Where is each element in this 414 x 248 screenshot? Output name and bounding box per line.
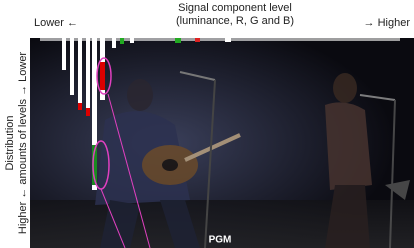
lower-label: Lower ← [34,17,78,29]
header-subtitle: (luminance, R, G and B) [176,15,294,27]
side-title: Distribution [4,115,16,170]
pgm-label: PGM [209,235,232,246]
page: PGM Signal component level (luminance, R… [0,0,414,248]
figure: PGM Signal component level (luminance, R… [0,0,414,248]
header-title: Signal component level [178,2,292,14]
higher-label: → Higher [364,17,411,29]
side-axis: Higher ← amounts of levels → Lower [17,52,29,235]
